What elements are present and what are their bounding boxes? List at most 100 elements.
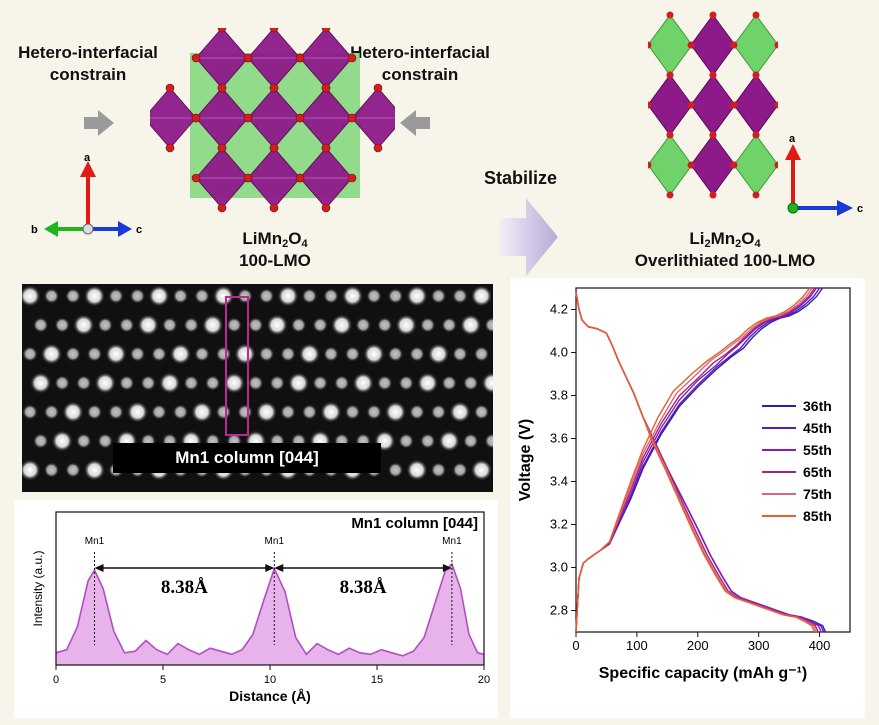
voltage-curve-75th-discharge — [575, 292, 818, 633]
oxygen-atom — [295, 53, 305, 63]
oxygen-atom — [730, 101, 738, 109]
atom-column — [366, 288, 382, 304]
atom-column — [376, 317, 393, 333]
atom-column — [484, 317, 493, 333]
peak-label: Mn1 — [265, 536, 285, 547]
atom-column — [255, 401, 278, 423]
atom-column — [384, 401, 407, 423]
oxygen-atom — [217, 143, 227, 153]
legend-entry: 85th — [803, 508, 832, 524]
atom-column — [481, 372, 493, 394]
atom-column — [118, 375, 135, 391]
voltage-xlabel: Specific capacity (mAh g⁻¹) — [599, 665, 808, 682]
x-tick-label: 0 — [53, 674, 59, 686]
atom-column — [341, 285, 364, 307]
atom-column — [419, 317, 436, 333]
oxygen-atom — [687, 41, 695, 49]
atom-column — [323, 288, 339, 304]
atom-column — [298, 343, 321, 365]
oxygen-atom — [709, 71, 717, 79]
li2mn2o4-formula: Li2Mn2O4 — [689, 229, 761, 250]
atom-column — [201, 314, 224, 336]
oxygen-atom — [752, 191, 760, 199]
atom-column — [215, 404, 232, 420]
voltage-curve-65th-charge — [575, 287, 816, 633]
voltage-curve-85th-charge — [575, 287, 811, 633]
atom-column — [333, 375, 350, 391]
voltage-capacity-chart: 0 100 200 300 400 2.8 3.0 3.2 3.4 3.6 3.8 4.0 4.2 Spe… — [517, 287, 851, 682]
spacing-arrowhead — [274, 564, 284, 572]
limn2o4-name: 100-LMO — [239, 251, 311, 270]
voltage-frame — [575, 287, 851, 633]
profile-xlabel: Distance (Å) — [229, 688, 311, 704]
mn-octahedron — [733, 74, 778, 136]
oxygen-atom — [752, 11, 760, 19]
stabilize-arrow — [500, 198, 558, 276]
atom-column — [129, 288, 146, 304]
atom-column — [204, 375, 221, 391]
atom-column — [484, 433, 493, 449]
atom-column — [320, 401, 342, 423]
oxygen-atom — [347, 173, 357, 183]
oxygen-atom — [321, 143, 331, 153]
peak-label: Mn1 — [85, 536, 105, 547]
atom-column — [237, 404, 253, 420]
atom-column — [312, 375, 329, 391]
legend-entry: 45th — [803, 420, 832, 436]
atom-column — [266, 314, 289, 336]
atom-column — [169, 343, 192, 365]
oxygen-atom — [321, 203, 331, 213]
x-tick-label: 15 — [371, 674, 383, 686]
atom-column — [215, 346, 232, 362]
voltage-panel — [510, 278, 865, 718]
oxygen-atom — [373, 143, 383, 153]
stabilize-label: Stabilize — [484, 168, 558, 188]
right-axis-a-label: a — [789, 133, 796, 145]
oxygen-atom — [709, 11, 717, 19]
y-tick-label: 2.8 — [550, 603, 568, 618]
atom-column — [312, 317, 329, 333]
li2mn2o4-crystal-structure — [648, 11, 778, 199]
oxygen-atom — [191, 53, 201, 63]
atom-column — [194, 288, 210, 304]
oxygen-atom — [648, 101, 652, 109]
atom-column — [54, 375, 71, 391]
atom-column — [75, 433, 92, 449]
atom-column — [406, 285, 428, 307]
atom-column — [129, 346, 146, 362]
atom-column — [452, 288, 468, 304]
axis-c-label: c — [136, 224, 142, 236]
atom-column — [459, 314, 482, 336]
atom-column — [83, 459, 106, 481]
atom-column — [280, 404, 296, 420]
oxygen-atom — [666, 191, 674, 199]
oxygen-atom — [730, 161, 738, 169]
right-constrain-label: Hetero-interfacial constrain — [350, 43, 490, 84]
y-tick-label: 3.2 — [550, 517, 568, 532]
oxygen-atom — [774, 161, 778, 169]
atom-column — [427, 343, 450, 365]
legend-entry: 65th — [803, 464, 832, 480]
oxygen-atom — [321, 28, 331, 33]
voltage-curve-45th-charge — [575, 287, 821, 633]
axis-b-label: b — [31, 224, 38, 236]
y-tick-label: 4.2 — [550, 302, 568, 317]
oxygen-atom — [269, 143, 279, 153]
limn2o4-crystal-structure — [150, 28, 395, 213]
voltage-curve-65th-discharge — [575, 292, 819, 633]
oxygen-atom — [165, 83, 175, 93]
oxygen-atom — [752, 131, 760, 139]
atom-column — [86, 346, 103, 362]
oxygen-atom — [217, 203, 227, 213]
x-tick-label: 300 — [748, 638, 770, 653]
y-tick-label: 3.0 — [550, 560, 568, 575]
x-tick-label: 0 — [572, 638, 579, 653]
atom-column — [280, 346, 296, 362]
oxygen-atom — [269, 83, 279, 93]
atom-column — [108, 404, 124, 420]
atom-column — [416, 372, 439, 394]
atom-column — [43, 288, 60, 304]
atom-column — [22, 459, 41, 481]
atom-column — [355, 317, 372, 333]
atom-column — [108, 288, 124, 304]
